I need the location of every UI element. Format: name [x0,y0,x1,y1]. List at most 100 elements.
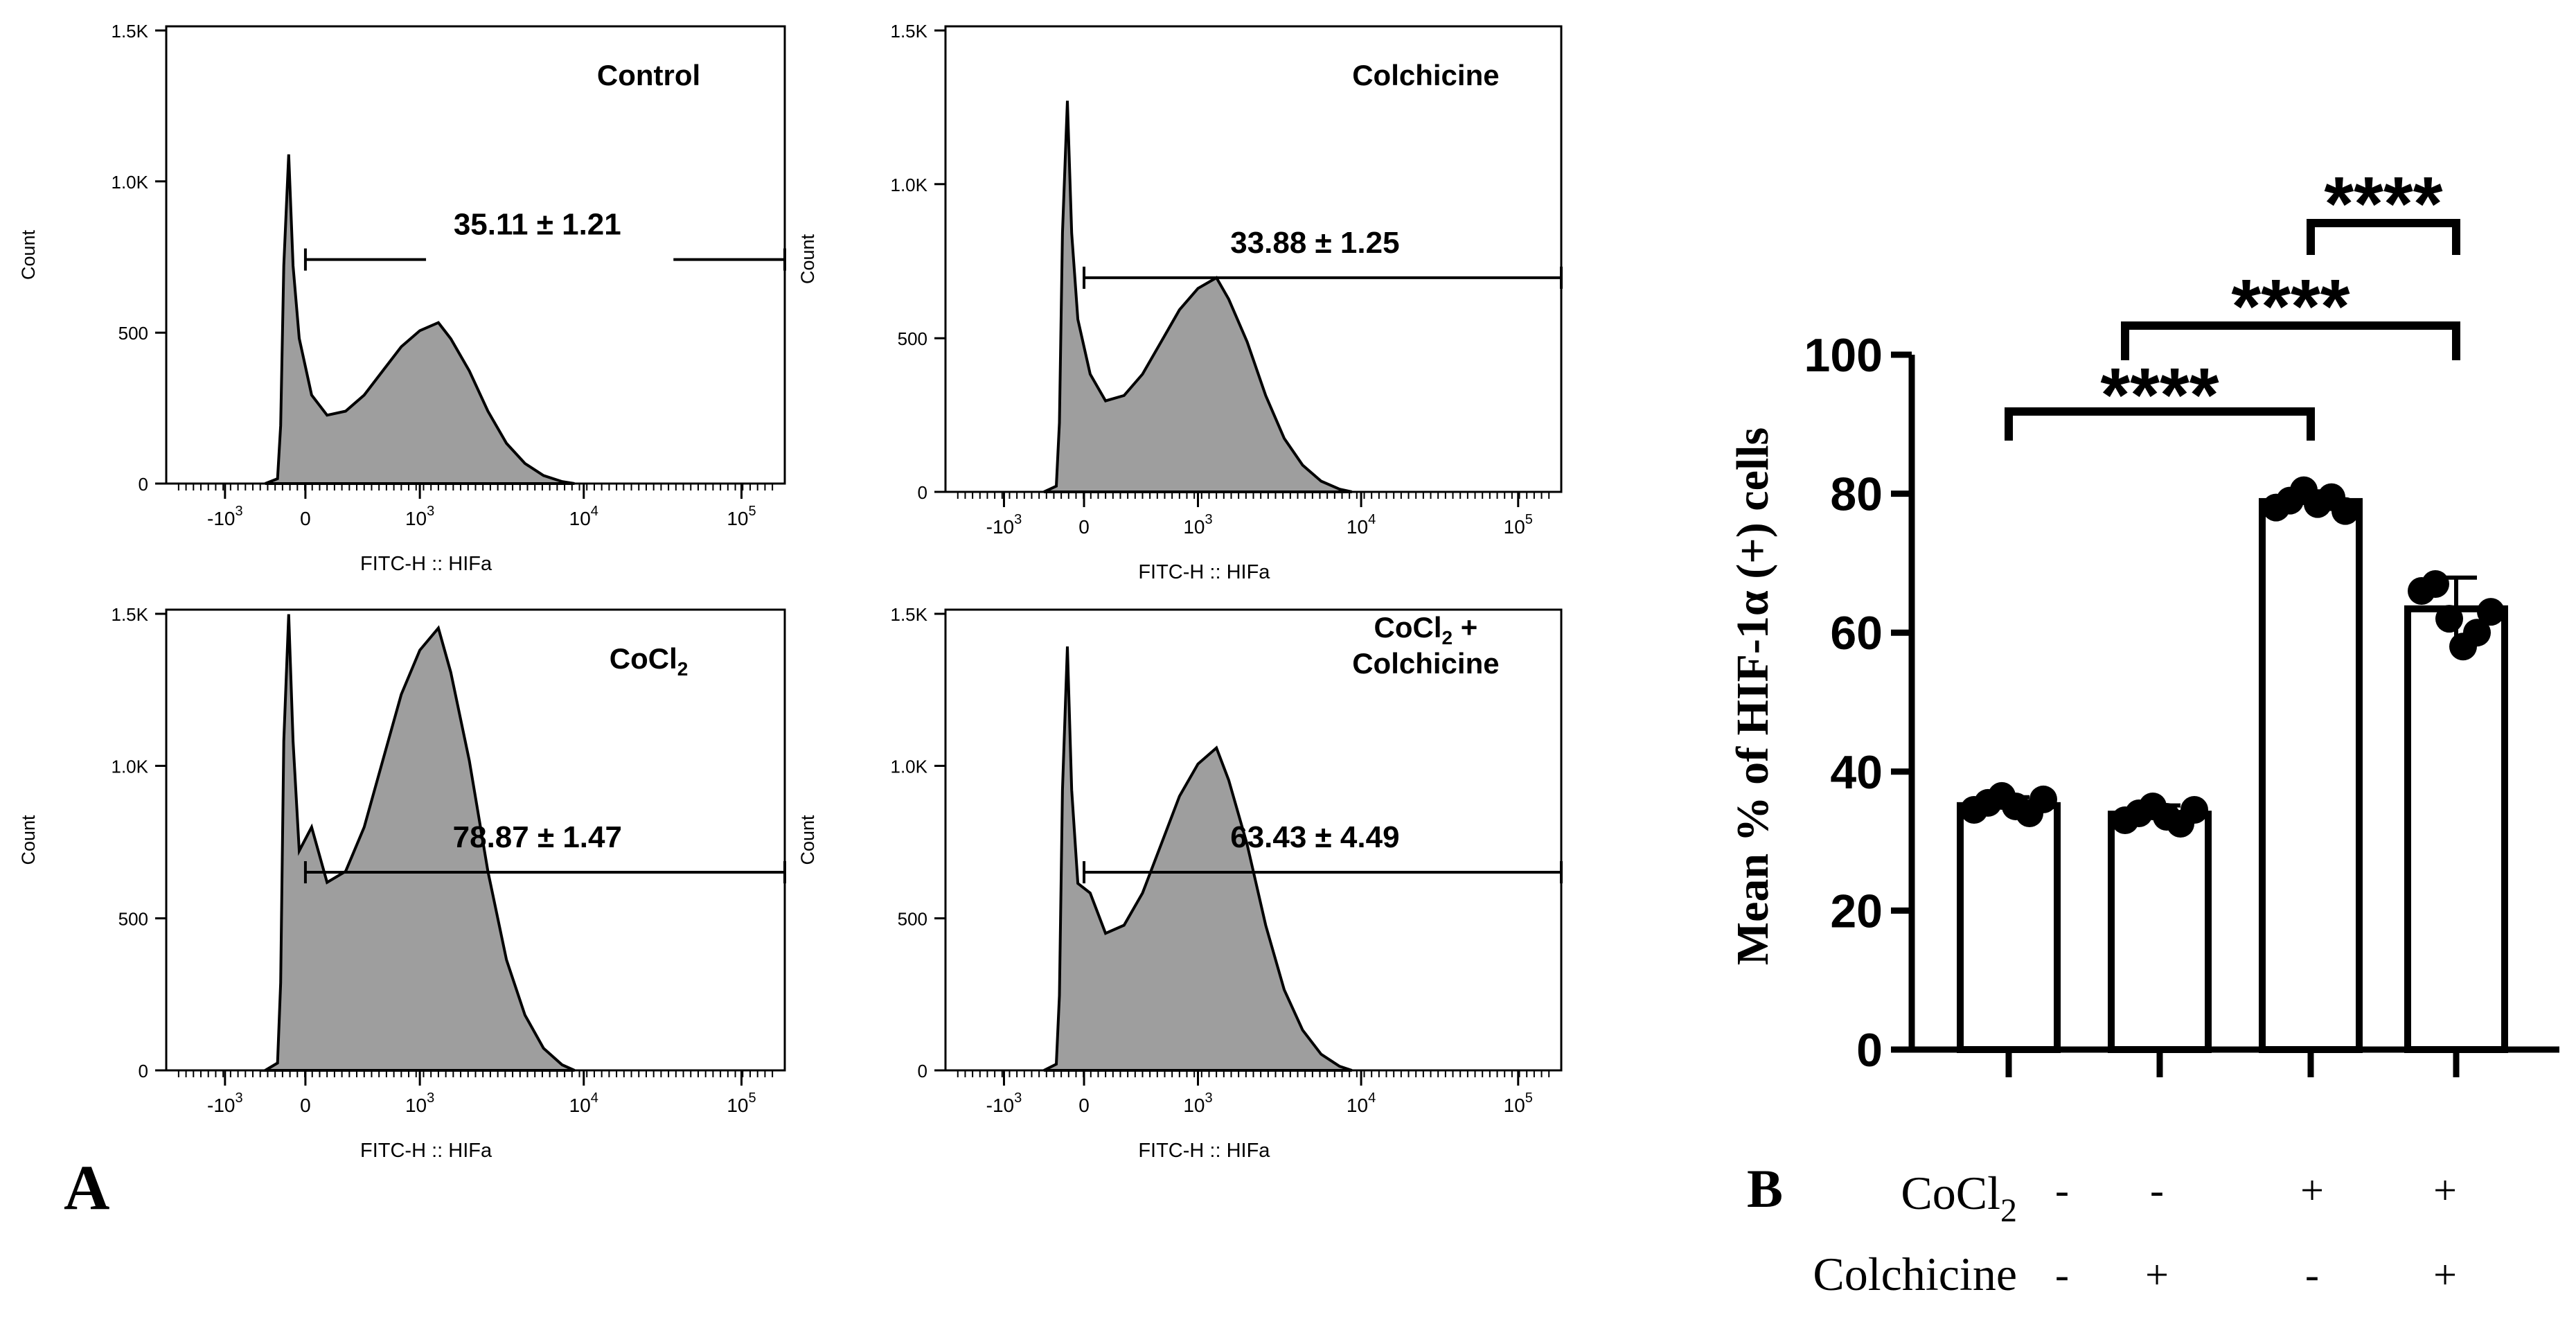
cocl2-row-label-main: CoCl [1901,1167,2000,1219]
colchicine-sign: + [2145,1252,2169,1298]
x-tick-label: 105 [1504,512,1533,538]
x-tick-exponent: 3 [236,504,243,519]
x-tick-exponent: 4 [1368,512,1376,527]
x-tick-base: 10 [405,508,427,529]
treatment-sign-table: - - + + - + - + [2055,1167,2457,1298]
cocl2-sign: - [2150,1167,2164,1213]
significance-brackets: ************ [2005,161,2460,441]
data-point [2422,569,2449,598]
x-tick-base: -10 [207,1095,235,1116]
x-tick-exponent: 3 [1014,512,1022,527]
x-tick-label: 0 [300,508,311,529]
colchicine-sign: - [2305,1252,2319,1298]
x-axis-title: FITC-H :: HIFa [360,553,492,575]
y-tick-label: 500 [898,328,927,349]
data-point [2029,785,2057,813]
bar-chart-marks [1957,476,2508,1053]
x-axis-title: FITC-H :: HIFa [1138,1140,1270,1162]
x-tick-exponent: 3 [427,504,434,519]
bar-chart-y-label: Mean % of HIF-1α (+) cells [1727,427,1778,965]
title-subscript: 2 [1442,627,1453,648]
x-tick-base: 10 [1183,1095,1205,1116]
data-point [2435,605,2463,633]
y-tick-label: 500 [898,909,927,930]
x-tick-base: 10 [405,1095,427,1116]
x-tick-base: 10 [727,508,748,529]
x-tick-label: 104 [1347,1090,1376,1116]
y-tick-label: 0 [918,482,927,503]
x-tick-base: 10 [1347,1095,1368,1116]
x-tick-exponent: 4 [1368,1090,1376,1106]
x-axis-title: FITC-H :: HIFa [1138,561,1270,583]
histogram-title-line2: Colchicine [1352,647,1499,680]
x-tick-exponent: 3 [427,1090,434,1106]
data-point [2331,497,2359,525]
y-tick-label: 1.0K [891,756,928,777]
colchicine-sign: - [2055,1252,2069,1298]
gate-value: 35.11 ± 1.21 [454,208,621,242]
x-tick-label: 0 [300,1095,311,1116]
x-tick-base: 10 [1183,516,1205,538]
histogram-curve [1043,646,1353,1072]
bar-chart-axes: 0 20 40 60 80 100 [1804,329,2559,1077]
x-tick-base: 0 [300,508,311,529]
x-tick-label: 105 [1504,1090,1533,1116]
x-tick-base: 10 [569,508,591,529]
bar [2404,605,2508,1053]
histogram-title: Colchicine [1352,59,1499,91]
significance-stars: **** [2231,264,2350,349]
x-tick-label: -103 [986,1090,1022,1116]
title-main: CoCl [1374,611,1442,644]
histogram-curve [260,614,576,1072]
x-tick-base: -10 [207,508,235,529]
colchicine-sign: + [2433,1252,2457,1298]
y-axis-title: Count [18,229,39,280]
x-tick-base: 10 [1504,1095,1525,1116]
title-tail: + [1453,611,1477,644]
x-axis-title: FITC-H :: HIFa [360,1140,492,1162]
x-tick-exponent: 4 [591,504,598,519]
histogram-title: CoCl2 [610,642,689,680]
y-tick-label: 0 [139,1061,148,1081]
y-tick-label: 1.5K [112,604,149,625]
x-tick-label: 105 [727,504,756,529]
cocl2-row-label-sub: 2 [2000,1192,2017,1229]
x-tick-label: 103 [405,1090,434,1116]
x-tick-exponent: 5 [749,504,756,519]
cocl2-sign: + [2433,1167,2457,1213]
cocl2-row-label: CoCl2 [1901,1167,2017,1229]
x-tick-label: 103 [1183,1090,1212,1116]
x-tick-label: 104 [569,504,598,529]
x-tick-base: 0 [300,1095,311,1116]
bar-y-tick-label: 80 [1830,468,1883,521]
panel-b-label: B [1747,1158,1783,1219]
x-tick-label: 104 [569,1090,598,1116]
x-tick-base: 0 [1078,516,1090,538]
cocl2-sign: + [2300,1167,2324,1213]
cocl2-sign: - [2055,1167,2069,1213]
y-axis-title: Count [797,815,818,865]
y-tick-label: 1.5K [891,21,928,42]
significance-stars: **** [2324,161,2442,247]
data-point [2477,598,2505,626]
x-tick-label: 0 [1078,1095,1090,1116]
x-tick-exponent: 5 [1525,1090,1533,1106]
significance-bracket [2121,321,2460,360]
x-tick-exponent: 3 [1205,512,1213,527]
y-tick-label: 500 [118,323,148,344]
x-tick-exponent: 3 [1205,1090,1213,1106]
x-tick-base: 10 [569,1095,591,1116]
hif-bar-chart: Mean % of HIF-1α (+) cells 020406080100 … [1727,161,2559,1077]
x-tick-exponent: 3 [236,1090,243,1106]
x-tick-base: -10 [986,516,1014,538]
bar-y-tick-label: 40 [1830,746,1883,799]
histogram-curve [1043,100,1353,493]
significance-bracket [2005,407,2315,441]
bar-y-tick-label: 0 [1856,1024,1883,1077]
x-tick-label: -103 [207,504,243,529]
histogram-title: Control [597,59,700,91]
